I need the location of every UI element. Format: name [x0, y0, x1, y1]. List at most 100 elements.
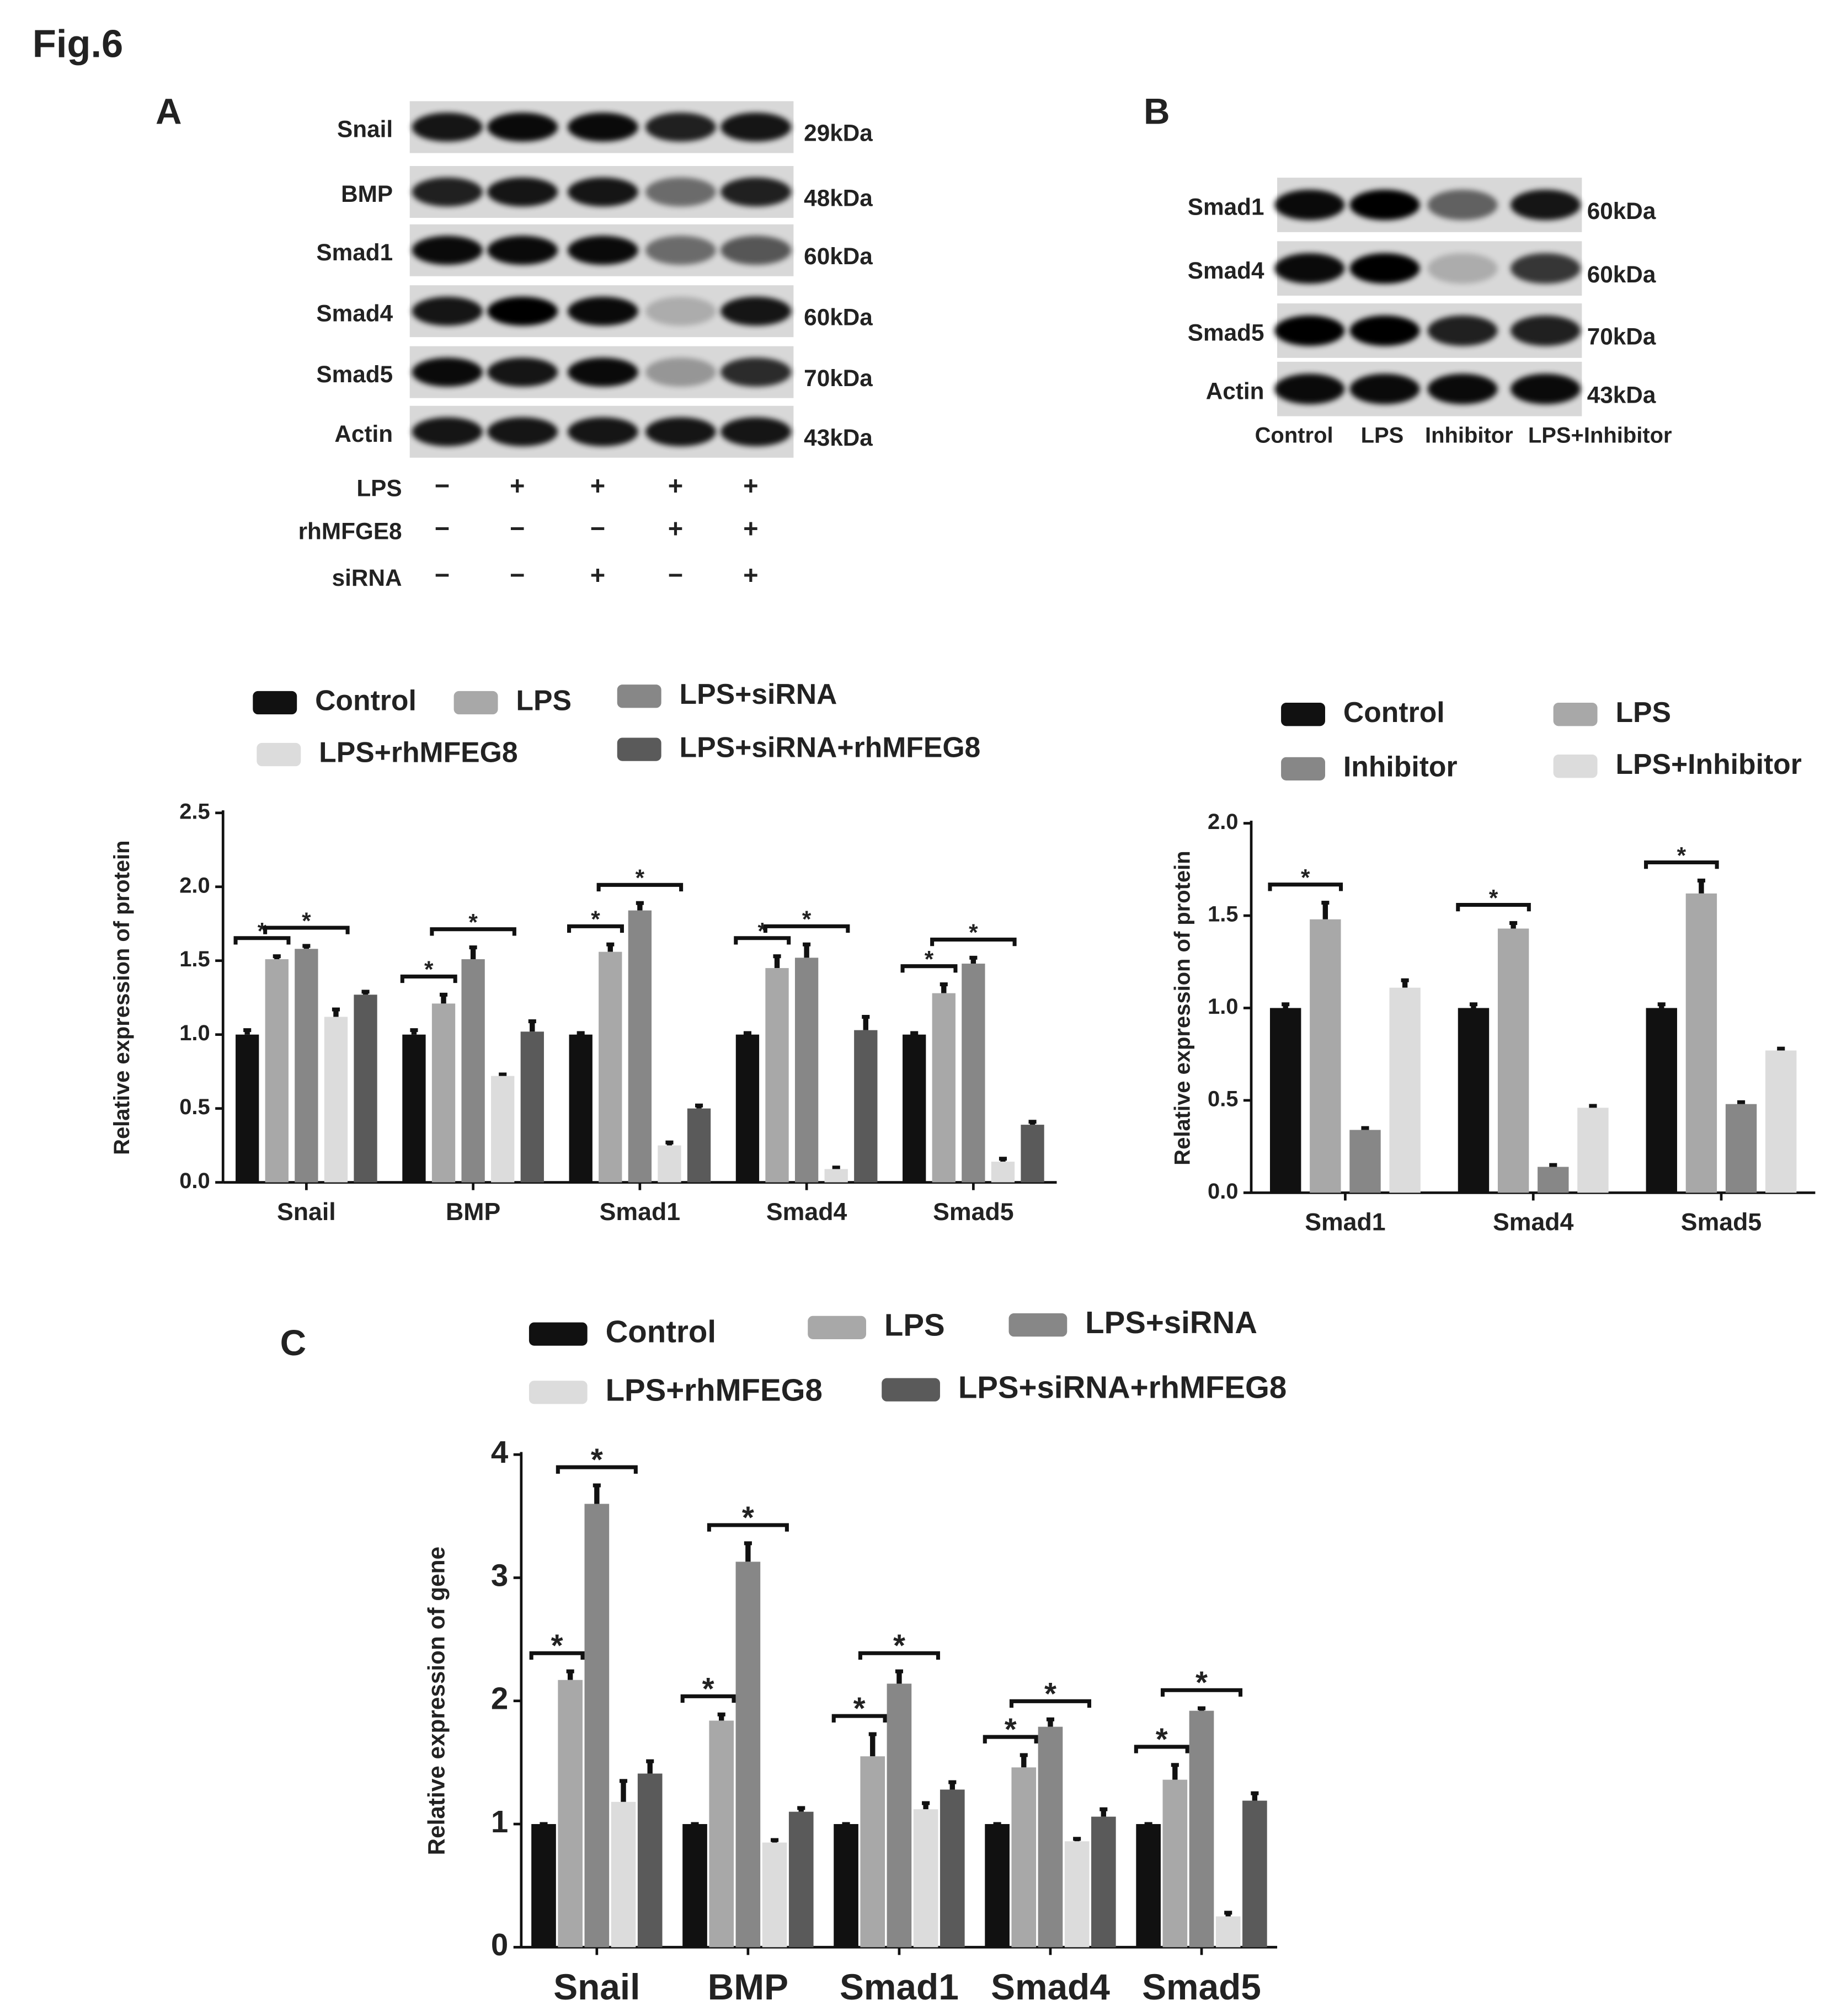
legend-label: LPS: [884, 1308, 945, 1343]
significance-label: *: [802, 906, 812, 932]
blot-band: [645, 236, 716, 265]
bar: [236, 1034, 259, 1183]
blot-band: [645, 113, 716, 142]
blot-band: [487, 177, 558, 207]
legend-swatch: [1281, 703, 1325, 726]
y-axis-title: Relative expression of protein: [110, 841, 134, 1155]
blot-band: [1511, 315, 1581, 346]
significance-label: *: [1156, 1721, 1168, 1756]
legend-swatch: [808, 1316, 866, 1339]
significance-label: *: [1489, 885, 1498, 911]
blot-band: [720, 113, 792, 142]
blot-band: [720, 357, 792, 387]
blot-band: [720, 296, 792, 326]
blot-band: [487, 296, 558, 326]
significance-bracket: [1268, 883, 1343, 891]
x-tick-label: Snail: [277, 1199, 336, 1226]
treatment-label: siRNA: [332, 565, 402, 591]
size-label: 43kDa: [804, 425, 873, 451]
bar: [940, 1789, 965, 1948]
x-tick-label: Smad5: [1142, 1966, 1261, 2007]
bar: [265, 959, 289, 1183]
bar: [824, 1169, 848, 1183]
y-axis-title: Relative expression of protein: [1170, 851, 1194, 1165]
x-tick-label: Smad1: [840, 1966, 959, 2007]
size-label: 60kDa: [1587, 198, 1656, 224]
x-tick-label: Smad4: [766, 1199, 847, 1226]
treatment-state: −: [435, 560, 450, 589]
significance-bracket: [400, 974, 457, 983]
lane-label: LPS: [1361, 424, 1404, 448]
size-label: 60kDa: [1587, 261, 1656, 287]
bar: [762, 1842, 787, 1948]
bar: [1064, 1841, 1090, 1948]
protein-label: Smad1: [1188, 194, 1264, 220]
bar: [913, 1809, 938, 1948]
legend-swatch: [1008, 1313, 1068, 1337]
significance-bracket: [263, 926, 350, 934]
bar: [1189, 1710, 1214, 1948]
legend-label: LPS+Inhibitor: [1615, 748, 1801, 780]
bar: [295, 949, 318, 1183]
bar: [1765, 1050, 1797, 1193]
bar: [1725, 1104, 1757, 1193]
blot-band: [1511, 373, 1581, 404]
significance-bracket: [900, 964, 958, 973]
bar: [887, 1683, 912, 1948]
legend-swatch: [1281, 757, 1325, 781]
bar: [611, 1801, 636, 1948]
y-tick-label: 1.5: [179, 947, 210, 971]
significance-bracket: [734, 936, 791, 945]
significance-bracket: [596, 883, 684, 892]
significance-label: *: [969, 919, 978, 945]
significance-bracket: [430, 927, 516, 936]
blot-band: [720, 417, 792, 447]
treatment-state: −: [590, 514, 605, 543]
significance-label: *: [1005, 1712, 1017, 1747]
significance-label: *: [302, 908, 311, 934]
bar: [402, 1034, 426, 1183]
bar: [834, 1824, 858, 1948]
bar: [658, 1145, 681, 1183]
y-tick-label: 0: [491, 1927, 508, 1962]
bar: [788, 1811, 814, 1948]
blot-band: [1349, 189, 1420, 221]
panel-label: B: [1144, 90, 1170, 131]
treatment-label: rhMFGE8: [298, 518, 402, 544]
lane-label: LPS+Inhibitor: [1528, 424, 1672, 448]
size-label: 43kDa: [1587, 382, 1656, 408]
protein-label: Actin: [1206, 378, 1264, 404]
bar: [599, 951, 622, 1183]
significance-label: *: [551, 1628, 563, 1663]
significance-label: *: [853, 1691, 866, 1726]
treatment-state: +: [590, 470, 605, 500]
bar: [1458, 1008, 1490, 1193]
legend-swatch: [617, 685, 661, 708]
legend-swatch: [529, 1322, 588, 1346]
significance-label: *: [1195, 1665, 1208, 1700]
bar: [324, 1017, 348, 1183]
blot-band: [720, 236, 792, 265]
legend-label: Inhibitor: [1343, 751, 1458, 783]
legend-label: LPS+siRNA: [1085, 1305, 1257, 1340]
significance-label: *: [1044, 1676, 1056, 1711]
legend-label: Control: [1343, 696, 1445, 728]
significance-bracket: [831, 1714, 887, 1723]
lane-label: Inhibitor: [1425, 424, 1513, 448]
legend-swatch: [1553, 703, 1598, 726]
blot-band: [1274, 373, 1345, 404]
y-axis-title: Relative expression of gene: [424, 1547, 450, 1855]
bar: [709, 1720, 734, 1948]
x-tick-label: BMP: [708, 1966, 788, 2007]
significance-label: *: [591, 1442, 603, 1477]
significance-bracket: [930, 937, 1017, 946]
blot-band: [567, 417, 638, 447]
legend-label: LPS+rhMFEG8: [606, 1372, 823, 1407]
blot-band: [1274, 315, 1345, 346]
significance-label: *: [1677, 842, 1686, 868]
blot-band: [412, 113, 483, 142]
size-label: 70kDa: [1587, 324, 1656, 350]
blot-band: [1274, 253, 1345, 284]
bar: [1136, 1824, 1161, 1948]
significance-label: *: [424, 956, 434, 982]
